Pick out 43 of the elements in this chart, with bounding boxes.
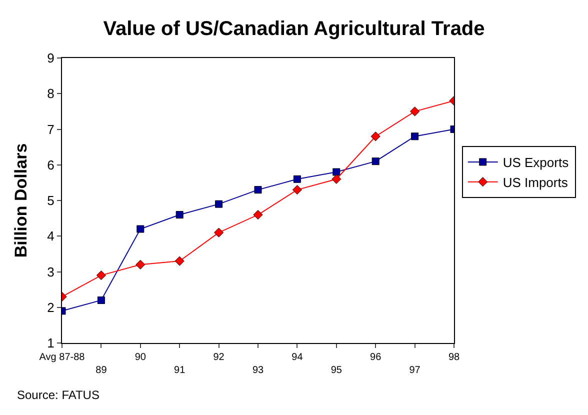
- point: [410, 106, 420, 116]
- y-tick-label: 4: [47, 228, 54, 244]
- x-tick-label: 90: [134, 352, 146, 363]
- source-note: Source: FATUS: [17, 388, 100, 402]
- point: [293, 175, 301, 183]
- point: [254, 186, 262, 194]
- point: [176, 211, 184, 218]
- y-tick-label: 3: [47, 264, 54, 280]
- point: [96, 270, 106, 280]
- y-tick-label: 7: [47, 122, 54, 137]
- chart-title: Value of US/Canadian Agricultural Trade: [103, 18, 485, 40]
- point: [214, 228, 224, 238]
- y-tick-label: 2: [47, 300, 54, 315]
- legend-label: US Imports: [502, 174, 568, 190]
- y-tick-label: 5: [47, 193, 54, 208]
- x-tick-label: 93: [252, 365, 264, 376]
- point: [372, 158, 380, 166]
- y-tick-label: 6: [47, 157, 54, 172]
- point: [332, 168, 340, 176]
- x-tick-label: 97: [409, 365, 421, 376]
- point: [292, 185, 302, 195]
- x-tick-label: 98: [448, 352, 460, 363]
- point: [411, 132, 419, 140]
- x-tick-label: 96: [370, 352, 382, 363]
- point: [97, 296, 105, 304]
- x-tick-label: Avg 87-88: [39, 352, 86, 363]
- x-tick-label: 95: [330, 365, 342, 376]
- x-tick-label: 94: [292, 352, 304, 363]
- y-axis-title: Billion Dollars: [12, 143, 31, 258]
- y-tick-label: 9: [47, 50, 54, 66]
- y-tick-label: 8: [47, 86, 54, 102]
- y-tick-label: 1: [47, 336, 54, 351]
- point: [332, 174, 342, 184]
- point: [174, 256, 184, 266]
- point: [215, 200, 223, 208]
- x-tick-label: 89: [96, 365, 108, 376]
- point: [136, 225, 144, 233]
- x-tick-label: 92: [213, 352, 225, 363]
- x-tick-label: 91: [174, 365, 186, 376]
- point: [136, 260, 146, 270]
- legend-label: US Exports: [502, 155, 570, 170]
- point: [253, 210, 263, 220]
- point: [370, 132, 380, 142]
